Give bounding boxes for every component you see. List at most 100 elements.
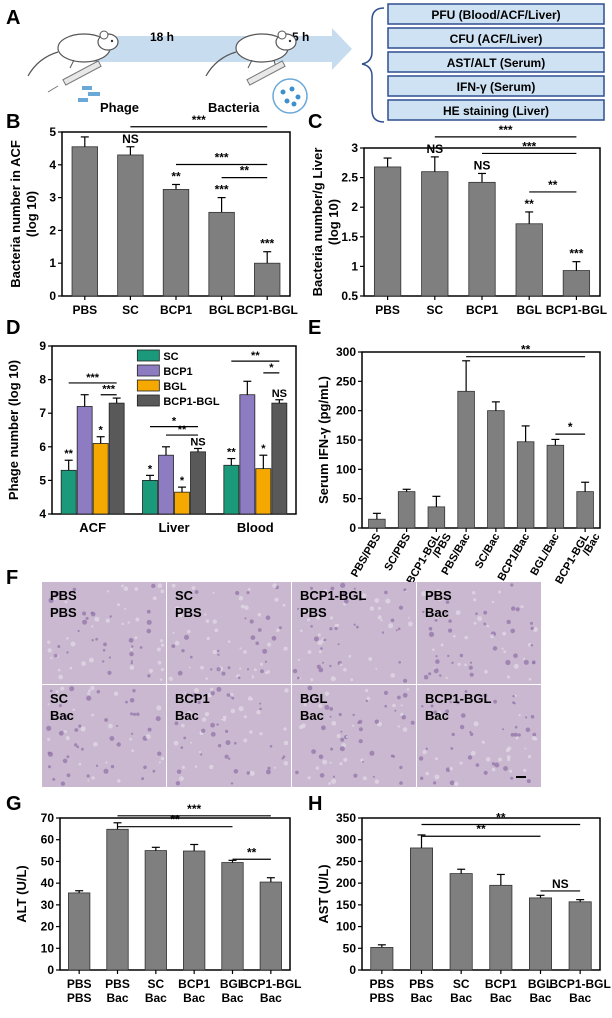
x-tick-label-5-1: Bac [569,991,591,1005]
nucleus-dot [295,770,299,775]
nucleus-dot [321,725,326,731]
nucleus-dot [358,719,363,724]
sig-label-4: *** [569,247,583,261]
nucleus-dot [156,705,162,711]
nucleus-dot [483,610,488,615]
nucleus-dot [256,710,261,715]
x-tick-label-4-1: Bac [221,991,243,1005]
nucleus-dot [407,621,413,627]
nucleus-dot [343,667,347,672]
bar-bcp1-bgl-bac [259,881,282,971]
nucleus-dot [434,757,438,761]
nucleus-dot [401,714,407,720]
y-tick-label-50: 50 [41,854,55,868]
nucleus-dot [235,590,240,596]
bar-bgl-bac [221,862,244,971]
tile-label-line2: PBS [300,605,327,620]
nucleus-dot [184,692,187,695]
nucleus-dot [249,770,255,776]
nucleus-dot [246,668,250,671]
nucleus-dot [198,750,201,754]
nucleus-dot [515,736,519,740]
nucleus-dot [322,759,328,765]
nucleus-dot [103,768,109,774]
nucleus-dot [451,732,455,737]
nucleus-dot [128,637,134,643]
nucleus-dot [72,708,75,712]
nucleus-dot [517,733,521,737]
bracket-label-5: * [269,362,274,374]
nucleus-dot [108,656,111,659]
nucleus-dot [109,736,115,741]
nucleus-dot [384,704,388,708]
x-tick-label-3-0: BGL [209,303,234,317]
nucleus-dot [307,650,312,655]
nucleus-dot [407,616,410,619]
sig-label-2: ** [171,169,181,183]
panel-letter-f: F [6,567,18,589]
y-tick-label-1-5: 1.5 [341,230,358,244]
nucleus-dot [243,738,248,743]
y-tick-label-2: 2 [49,223,56,237]
nucleus-dot [392,703,396,708]
y-tick-label-0-5: 0.5 [341,289,358,303]
x-tick-label-3-1: Bac [490,991,512,1005]
nucleus-dot [216,686,222,692]
nucleus-dot [514,694,517,697]
tissue-image [292,582,416,684]
nucleus-dot [527,754,532,759]
tile-label-line1: BGL [300,691,328,706]
y-tick-label-100: 100 [336,920,356,934]
nucleus-dot [116,724,119,727]
legend-swatch-bcp1 [136,364,160,377]
nucleus-dot [339,762,343,766]
tile-label-line2: Bac [425,708,449,723]
nucleus-dot [422,749,427,755]
nucleus-dot [397,695,401,700]
nucleus-dot [249,730,253,734]
panel-letter-c: C [308,111,322,133]
x-tick-label-2-0: BCP1 [466,303,498,317]
nucleus-dot [498,757,503,762]
sig-label-bcp1-bgl-1: NS [190,436,205,448]
nucleus-dot [156,647,161,652]
sig-label-2: NS [474,158,491,172]
nucleus-dot [239,647,242,650]
y-axis-label-0: Phage number (log 10) [6,360,21,500]
nucleus-dot [329,616,334,620]
syringe-icon-2 [246,60,286,86]
bar-sc-liver [142,479,158,515]
nucleus-dot [353,587,356,590]
nucleus-dot [47,640,51,644]
nucleus-dot [131,749,135,753]
nucleus-dot [88,689,91,693]
nucleus-dot [339,746,345,752]
nucleus-dot [132,712,137,716]
nucleus-dot [74,743,78,747]
nucleus-dot [358,739,363,744]
tissue-image [167,685,291,787]
nucleus-dot [374,779,380,784]
bracket-label-2: * [172,416,177,428]
nucleus-dot [513,732,518,737]
nucleus-dot [398,661,402,664]
nucleus-dot [200,753,203,756]
nucleus-dot [366,696,371,701]
nucleus-dot [531,736,537,741]
nucleus-dot [230,708,236,714]
nucleus-dot [469,672,474,677]
y-tick-label-2: 2 [351,200,358,214]
bracket-label-0: *** [86,372,100,384]
nucleus-dot [530,644,534,647]
nucleus-dot [533,627,538,632]
bar-bgl [208,211,235,297]
nucleus-dot [306,609,312,615]
nucleus-dot [403,588,407,592]
assay-box-3 [387,75,605,97]
nucleus-dot [483,622,487,626]
nucleus-dot [105,761,108,764]
nucleus-dot [80,726,86,732]
tile-label-line1: PBS [425,588,452,603]
nucleus-dot [204,613,207,616]
nucleus-dot [518,713,521,717]
